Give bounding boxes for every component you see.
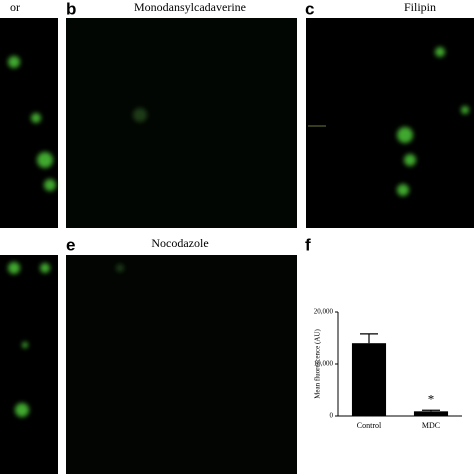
panel-title: Filipin [404, 0, 436, 14]
spot [8, 56, 20, 68]
spot [15, 403, 29, 417]
spot [8, 262, 20, 274]
spot [404, 154, 416, 166]
spot [37, 152, 53, 168]
panel-label: f [305, 235, 311, 254]
x-tick-label: MDC [422, 421, 440, 430]
spot [40, 263, 50, 273]
spot [133, 108, 147, 122]
panel-label: b [66, 0, 76, 18]
spot [397, 184, 409, 196]
y-tick-label: 20,000 [314, 308, 334, 316]
y-axis-label: Mean fluorescence (AU) [314, 329, 322, 399]
faint-fluorescence [116, 108, 147, 272]
y-tick-label: 0 [330, 412, 334, 420]
bar [351, 343, 387, 416]
panel-title: Nocodazole [151, 236, 208, 250]
spot [435, 47, 445, 57]
fluorescence [8, 47, 469, 417]
y-tick-label: 10,000 [314, 360, 334, 368]
panel-title: Monodansylcadaverine [134, 0, 246, 14]
spot [44, 179, 56, 191]
image-a [0, 18, 58, 228]
panel-label: e [66, 235, 75, 254]
spot [397, 127, 413, 143]
image-b [66, 18, 297, 228]
image-c [306, 18, 474, 228]
bar [413, 411, 449, 416]
panel-title: or [10, 0, 20, 14]
panel-label: c [305, 0, 314, 18]
image-e [66, 255, 297, 474]
spot [31, 113, 41, 123]
x-tick-label: Control [357, 421, 382, 430]
annotation: * [428, 391, 435, 406]
spot [461, 106, 469, 114]
spot [22, 342, 28, 348]
image-d [0, 255, 58, 474]
spot [116, 264, 124, 272]
bar-chart: Mean fluorescence (AU) 0 10,000 20,000 Cont… [314, 308, 462, 430]
